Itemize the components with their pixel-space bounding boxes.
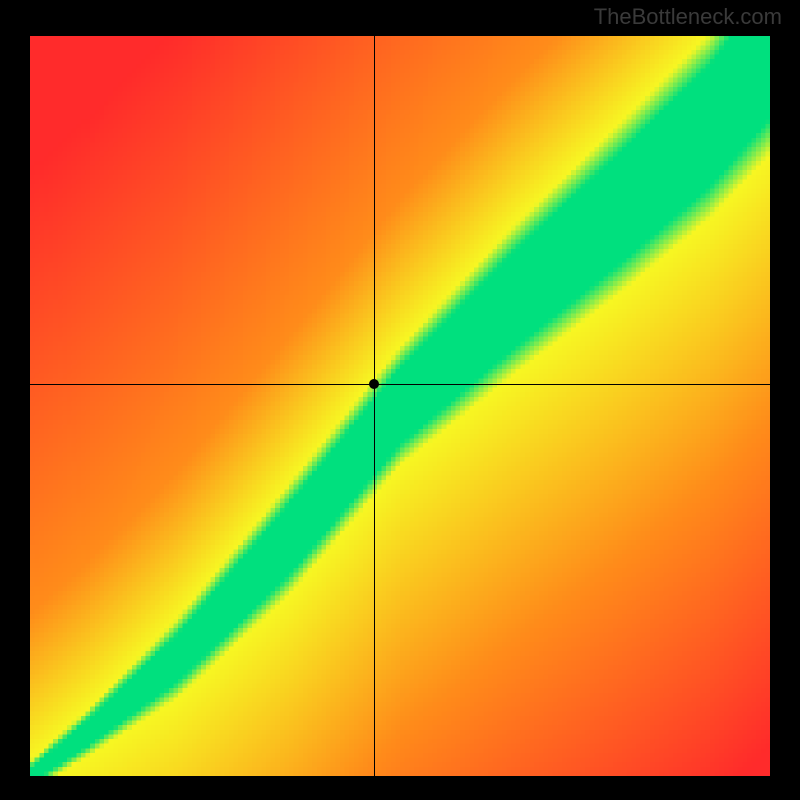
bottleneck-heatmap [30, 36, 770, 776]
crosshair-vertical [374, 36, 375, 776]
plot-area [30, 36, 770, 776]
root-container: TheBottleneck.com [0, 0, 800, 800]
selection-marker [369, 379, 379, 389]
crosshair-horizontal [30, 384, 770, 385]
attribution-label: TheBottleneck.com [594, 4, 782, 30]
